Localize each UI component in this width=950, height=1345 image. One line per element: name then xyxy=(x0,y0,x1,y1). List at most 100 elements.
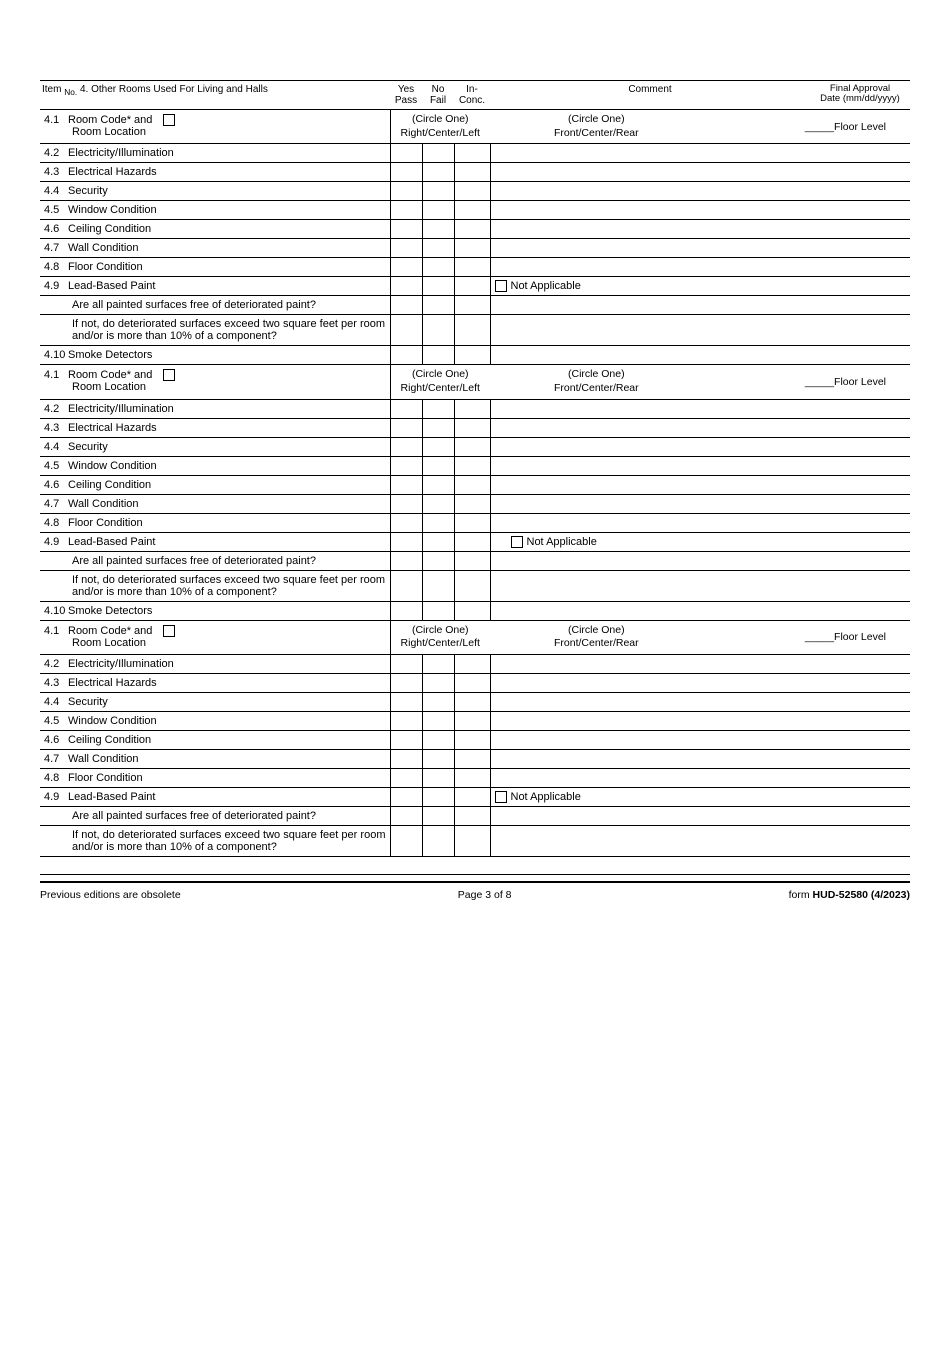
comment-cell[interactable] xyxy=(490,769,810,788)
final-cell[interactable] xyxy=(810,437,910,456)
no-cell[interactable] xyxy=(422,712,454,731)
na-checkbox[interactable] xyxy=(511,536,523,548)
floor-level-input[interactable]: _____Floor Level xyxy=(805,631,886,643)
no-cell[interactable] xyxy=(422,437,454,456)
yes-cell[interactable] xyxy=(390,277,422,296)
final-cell[interactable] xyxy=(810,731,910,750)
final-cell[interactable] xyxy=(810,418,910,437)
yes-cell[interactable] xyxy=(390,437,422,456)
inconc-cell[interactable] xyxy=(454,163,490,182)
final-cell[interactable] xyxy=(810,258,910,277)
comment-cell[interactable] xyxy=(490,239,810,258)
na-checkbox[interactable] xyxy=(495,280,507,292)
no-cell[interactable] xyxy=(422,494,454,513)
final-cell[interactable] xyxy=(810,513,910,532)
final-cell[interactable] xyxy=(810,220,910,239)
final-cell[interactable] xyxy=(810,693,910,712)
yes-cell[interactable] xyxy=(390,399,422,418)
no-cell[interactable] xyxy=(422,418,454,437)
inconc-cell[interactable] xyxy=(454,731,490,750)
comment-cell[interactable] xyxy=(490,182,810,201)
no-cell[interactable] xyxy=(422,769,454,788)
inconc-cell[interactable] xyxy=(454,693,490,712)
yes-cell[interactable] xyxy=(390,674,422,693)
inconc-cell[interactable] xyxy=(454,456,490,475)
final-cell[interactable] xyxy=(810,475,910,494)
final-cell[interactable] xyxy=(810,399,910,418)
final-cell[interactable] xyxy=(810,163,910,182)
no-cell[interactable] xyxy=(422,144,454,163)
no-cell[interactable] xyxy=(422,456,454,475)
room-code-checkbox[interactable] xyxy=(163,625,175,637)
comment-cell[interactable] xyxy=(490,513,810,532)
inconc-cell[interactable] xyxy=(454,220,490,239)
room-code-checkbox[interactable] xyxy=(163,114,175,126)
comment-cell[interactable] xyxy=(490,494,810,513)
no-cell[interactable] xyxy=(422,201,454,220)
room-code-checkbox[interactable] xyxy=(163,369,175,381)
final-cell[interactable] xyxy=(810,277,910,296)
yes-cell[interactable] xyxy=(390,655,422,674)
no-cell[interactable] xyxy=(422,277,454,296)
comment-cell[interactable] xyxy=(490,456,810,475)
inconc-cell[interactable] xyxy=(454,712,490,731)
yes-cell[interactable] xyxy=(390,239,422,258)
final-cell[interactable] xyxy=(810,674,910,693)
comment-cell[interactable] xyxy=(490,163,810,182)
yes-cell[interactable] xyxy=(390,750,422,769)
final-cell[interactable] xyxy=(810,655,910,674)
comment-cell[interactable] xyxy=(490,674,810,693)
inconc-cell[interactable] xyxy=(454,769,490,788)
yes-cell[interactable] xyxy=(390,144,422,163)
yes-cell[interactable] xyxy=(390,513,422,532)
final-cell[interactable] xyxy=(810,769,910,788)
yes-cell[interactable] xyxy=(390,220,422,239)
floor-level-input[interactable]: _____Floor Level xyxy=(805,121,886,133)
inconc-cell[interactable] xyxy=(454,239,490,258)
no-cell[interactable] xyxy=(422,693,454,712)
no-cell[interactable] xyxy=(422,399,454,418)
no-cell[interactable] xyxy=(422,513,454,532)
no-cell[interactable] xyxy=(422,182,454,201)
comment-cell[interactable] xyxy=(490,418,810,437)
comment-cell[interactable] xyxy=(490,693,810,712)
no-cell[interactable] xyxy=(422,674,454,693)
comment-cell[interactable] xyxy=(490,437,810,456)
yes-cell[interactable] xyxy=(390,769,422,788)
inconc-cell[interactable] xyxy=(454,277,490,296)
final-cell[interactable] xyxy=(810,750,910,769)
final-cell[interactable] xyxy=(810,712,910,731)
inconc-cell[interactable] xyxy=(454,750,490,769)
yes-cell[interactable] xyxy=(390,731,422,750)
yes-cell[interactable] xyxy=(390,494,422,513)
na-checkbox[interactable] xyxy=(495,791,507,803)
inconc-cell[interactable] xyxy=(454,674,490,693)
final-cell[interactable] xyxy=(810,494,910,513)
comment-cell[interactable] xyxy=(490,144,810,163)
yes-cell[interactable] xyxy=(390,418,422,437)
comment-cell[interactable] xyxy=(490,750,810,769)
inconc-cell[interactable] xyxy=(454,201,490,220)
comment-cell[interactable] xyxy=(490,475,810,494)
inconc-cell[interactable] xyxy=(454,494,490,513)
comment-cell[interactable] xyxy=(490,220,810,239)
yes-cell[interactable] xyxy=(390,163,422,182)
yes-cell[interactable] xyxy=(390,693,422,712)
no-cell[interactable] xyxy=(422,655,454,674)
no-cell[interactable] xyxy=(422,750,454,769)
final-cell[interactable] xyxy=(810,456,910,475)
yes-cell[interactable] xyxy=(390,201,422,220)
inconc-cell[interactable] xyxy=(454,475,490,494)
floor-level-input[interactable]: _____Floor Level xyxy=(805,376,886,388)
comment-cell[interactable] xyxy=(490,258,810,277)
inconc-cell[interactable] xyxy=(454,513,490,532)
inconc-cell[interactable] xyxy=(454,258,490,277)
no-cell[interactable] xyxy=(422,220,454,239)
inconc-cell[interactable] xyxy=(454,399,490,418)
inconc-cell[interactable] xyxy=(454,437,490,456)
yes-cell[interactable] xyxy=(390,258,422,277)
no-cell[interactable] xyxy=(422,163,454,182)
no-cell[interactable] xyxy=(422,239,454,258)
comment-cell[interactable] xyxy=(490,655,810,674)
final-cell[interactable] xyxy=(810,182,910,201)
